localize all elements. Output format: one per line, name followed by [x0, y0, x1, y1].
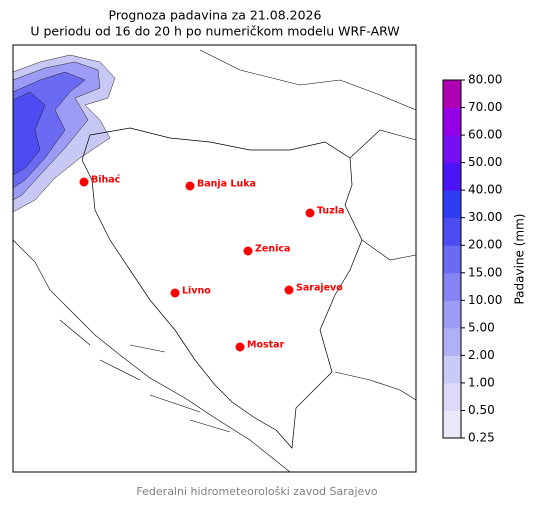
- colorbar-tick-label: 15.00: [468, 265, 502, 279]
- map: Bihać Banja Luka Tuzla Zenica Livno Sarajevo M…: [12, 44, 417, 473]
- city-marker: [170, 288, 180, 298]
- colorbar-tick-label: 2.00: [468, 348, 495, 362]
- colorbar-segment: [443, 217, 461, 246]
- colorbar-segment: [443, 300, 461, 329]
- colorbar-tick-label: 10.00: [468, 293, 502, 307]
- footer: Federalni hidrometeorološki zavod Saraje…: [136, 485, 377, 498]
- coastline: [12, 239, 291, 473]
- colorbar-segment: [443, 107, 461, 136]
- city-label: Bihać: [91, 175, 121, 186]
- cities: Bihać Banja Luka Tuzla Zenica Livno Sarajevo M…: [79, 175, 344, 352]
- colorbar-tick-label: 1.00: [468, 375, 495, 389]
- border: [199, 49, 417, 401]
- city-marker: [185, 181, 195, 191]
- city-label: Mostar: [247, 340, 285, 351]
- city-label: Zenica: [255, 244, 290, 255]
- city-marker: [235, 342, 245, 352]
- city-marker: [305, 208, 315, 218]
- colorbar-segment: [443, 272, 461, 301]
- colorbar-segment: [443, 382, 461, 411]
- city-label: Sarajevo: [296, 283, 343, 294]
- colorbar-tick-label: 30.00: [468, 210, 502, 224]
- colorbar-tick-label: 0.50: [468, 403, 495, 417]
- colorbar-tick-label: 5.00: [468, 320, 495, 334]
- islands: [59, 319, 231, 433]
- colorbar-tick-label: 20.00: [468, 238, 502, 252]
- colorbar-tick-label: 50.00: [468, 155, 502, 169]
- colorbar-segment: [443, 80, 461, 109]
- colorbar-frame: [442, 79, 462, 439]
- precip-area: [12, 91, 46, 176]
- colorbar-tick-label: 60.00: [468, 128, 502, 142]
- subtitle: U periodu od 16 do 20 h po numeričkom mo…: [30, 24, 399, 39]
- colorbar-segment: [443, 327, 461, 356]
- map-frame: [12, 44, 417, 473]
- colorbar: 0.25 0.50 1.00 2.00 5.00 10.00 15.00 20.00 30.00…: [442, 73, 502, 445]
- city-label: Livno: [182, 286, 211, 297]
- city-marker: [79, 177, 89, 187]
- colorbar-segment: [443, 135, 461, 164]
- city-label: Tuzla: [317, 206, 344, 217]
- city-label: Banja Luka: [197, 179, 256, 190]
- title: Prognoza padavina za 21.08.2026: [109, 8, 322, 23]
- colorbar-tick-label: 70.00: [468, 100, 502, 114]
- colorbar-label: Padavine (mm): [513, 213, 527, 304]
- colorbar-segment: [443, 190, 461, 219]
- colorbar-segment: [443, 162, 461, 191]
- colorbar-tick-label: 80.00: [468, 73, 502, 87]
- colorbar-tick-label: 0.25: [468, 431, 495, 445]
- city-marker: [284, 285, 294, 295]
- colorbar-segment: [443, 355, 461, 384]
- colorbar-segment: [443, 410, 461, 439]
- city-marker: [243, 246, 253, 256]
- colorbar-tick-label: 40.00: [468, 183, 502, 197]
- colorbar-segment: [443, 245, 461, 274]
- border: [81, 127, 363, 449]
